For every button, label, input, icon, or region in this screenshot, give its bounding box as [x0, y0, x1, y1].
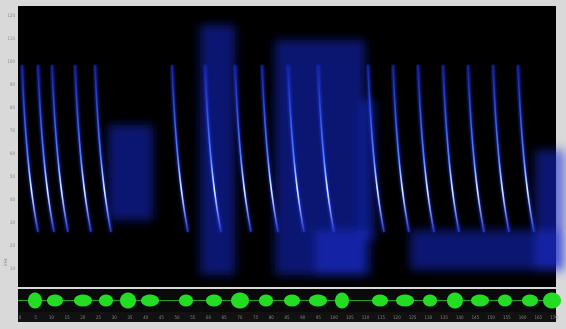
noise — [108, 125, 153, 220]
x-label: 55 — [190, 315, 196, 320]
x-label: 100 — [330, 315, 338, 320]
wave-burst — [120, 292, 136, 309]
x-label: 155 — [503, 315, 511, 320]
x-label: 75 — [253, 315, 259, 320]
x-label: 5 — [34, 315, 37, 320]
x-label: 130 — [425, 315, 433, 320]
y-label: 50 — [10, 174, 16, 179]
y-label: 60 — [10, 151, 16, 156]
call — [21, 64, 39, 233]
wave-burst — [372, 294, 388, 307]
call — [51, 64, 69, 233]
waveform — [28, 292, 561, 309]
y-label: 90 — [10, 82, 16, 87]
wave-burst — [447, 292, 463, 309]
call — [261, 64, 279, 233]
x-label: 125 — [409, 315, 417, 320]
x-label: 0 — [19, 315, 22, 320]
x-label: 115 — [377, 315, 385, 320]
wave-burst — [231, 292, 249, 309]
x-label: 25 — [96, 315, 102, 320]
wave-burst — [259, 294, 273, 307]
call — [37, 64, 55, 233]
y-label: 80 — [10, 105, 16, 110]
y-label: 30 — [10, 220, 16, 225]
x-label: 70 — [237, 315, 243, 320]
wave-burst — [543, 292, 561, 309]
call — [94, 64, 112, 233]
y-label: 100 — [7, 59, 15, 64]
y-label: 10 — [10, 266, 16, 271]
x-label: 65 — [222, 315, 228, 320]
call — [392, 64, 410, 233]
x-label: 20 — [80, 315, 86, 320]
calls — [20, 64, 536, 233]
x-label: 105 — [346, 315, 354, 320]
x-label: 170 — [550, 315, 558, 320]
wave-burst — [74, 294, 92, 307]
x-label: 150 — [487, 315, 495, 320]
wave-burst — [284, 294, 300, 307]
wave-burst — [206, 294, 222, 307]
wave-burst — [423, 294, 437, 307]
call — [492, 64, 510, 233]
wave-burst — [309, 294, 327, 307]
wave-burst — [522, 294, 538, 307]
call — [442, 64, 460, 233]
call — [417, 64, 435, 233]
x-label: 165 — [534, 315, 542, 320]
call — [317, 64, 335, 233]
noise — [200, 25, 235, 275]
x-label: 40 — [143, 315, 149, 320]
x-label: 110 — [362, 315, 370, 320]
x-label: 135 — [440, 315, 448, 320]
x-label: 160 — [519, 315, 527, 320]
y-label: 110 — [7, 36, 15, 41]
call — [234, 64, 252, 233]
y-label: 70 — [10, 128, 16, 133]
x-label: 120 — [393, 315, 401, 320]
noise-clouds — [108, 25, 565, 275]
wave-burst — [28, 292, 42, 309]
x-label: 15 — [65, 315, 71, 320]
y-label: 120 — [7, 13, 15, 18]
time-axis — [18, 312, 556, 322]
wave-burst — [498, 294, 512, 307]
x-label: 60 — [206, 315, 212, 320]
call — [204, 64, 222, 233]
wave-burst — [179, 294, 193, 307]
y-label: 20 — [10, 243, 16, 248]
x-label: 90 — [300, 315, 306, 320]
noise — [410, 230, 560, 270]
x-label: 35 — [127, 315, 133, 320]
x-label: 85 — [284, 315, 290, 320]
x-label: 140 — [456, 315, 464, 320]
call — [517, 64, 535, 233]
call — [74, 64, 92, 233]
wave-burst — [471, 294, 489, 307]
x-label: 45 — [159, 315, 165, 320]
x-label: 145 — [472, 315, 480, 320]
wave-burst — [47, 294, 63, 307]
x-label: 95 — [316, 315, 322, 320]
x-label: 10 — [49, 315, 55, 320]
wave-burst — [335, 292, 349, 309]
call — [287, 64, 305, 233]
call — [467, 64, 485, 233]
wave-burst — [99, 294, 113, 307]
y-unit: kHz — [3, 258, 8, 265]
call — [367, 64, 385, 233]
wave-burst — [141, 294, 159, 307]
x-label: 80 — [269, 315, 275, 320]
x-label: 30 — [112, 315, 118, 320]
x-label: 50 — [175, 315, 181, 320]
call — [171, 64, 189, 233]
y-label: 40 — [10, 197, 16, 202]
wave-burst — [396, 294, 414, 307]
